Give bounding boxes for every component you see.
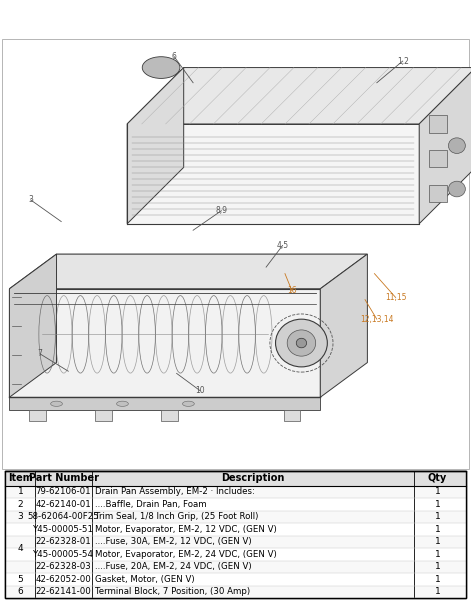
Bar: [5, 573, 466, 586]
Text: ....Baffle, Drain Pan, Foam: ....Baffle, Drain Pan, Foam: [95, 500, 206, 509]
Text: 58-62064-00F25: 58-62064-00F25: [28, 512, 99, 521]
Polygon shape: [9, 254, 367, 289]
Ellipse shape: [51, 401, 62, 406]
Circle shape: [448, 138, 465, 154]
Text: Part Number: Part Number: [29, 473, 98, 483]
Text: ....Fuse, 30A, EM-2, 12 VDC, (GEN V): ....Fuse, 30A, EM-2, 12 VDC, (GEN V): [95, 537, 252, 546]
Text: 2: 2: [18, 500, 23, 509]
Bar: [5, 536, 466, 548]
Text: Description: Description: [221, 473, 285, 483]
Text: Trim Seal, 1/8 Inch Grip, (25 Foot Roll): Trim Seal, 1/8 Inch Grip, (25 Foot Roll): [95, 512, 258, 521]
Text: 1: 1: [435, 587, 440, 596]
Text: 11,15: 11,15: [385, 293, 406, 302]
Ellipse shape: [142, 57, 180, 79]
Text: 1,2: 1,2: [397, 56, 409, 65]
Text: 1: 1: [435, 525, 440, 534]
Text: 7: 7: [38, 349, 42, 358]
Bar: [5, 548, 466, 560]
Text: 1: 1: [435, 562, 440, 571]
Text: 12,13,14: 12,13,14: [360, 314, 394, 323]
Text: Gasket, Motor, (GEN V): Gasket, Motor, (GEN V): [95, 575, 195, 584]
Ellipse shape: [183, 401, 194, 406]
Bar: [5, 523, 466, 536]
Text: Y45-00005-51: Y45-00005-51: [33, 525, 94, 534]
Polygon shape: [127, 124, 419, 224]
Text: 6: 6: [172, 52, 177, 61]
Text: Terminal Block, 7 Position, (30 Amp): Terminal Block, 7 Position, (30 Amp): [95, 587, 250, 596]
Circle shape: [276, 319, 327, 367]
Bar: [5, 586, 466, 598]
Text: 10: 10: [195, 386, 205, 395]
Polygon shape: [127, 68, 184, 224]
Text: 42-62052-00: 42-62052-00: [36, 575, 91, 584]
Text: 3: 3: [17, 512, 24, 521]
Text: 1: 1: [435, 512, 440, 521]
Text: 5: 5: [17, 575, 24, 584]
Bar: [284, 410, 300, 421]
Bar: [5, 560, 466, 573]
Text: 16: 16: [287, 286, 297, 295]
Polygon shape: [320, 254, 367, 397]
Bar: [429, 185, 447, 202]
Text: 22-62141-00: 22-62141-00: [36, 587, 91, 596]
Text: Motor, Evaporator, EM-2, 12 VDC, (GEN V): Motor, Evaporator, EM-2, 12 VDC, (GEN V): [95, 525, 276, 534]
Polygon shape: [419, 68, 471, 224]
Polygon shape: [9, 254, 57, 397]
Text: 8,9: 8,9: [215, 206, 227, 215]
Text: Qty: Qty: [428, 473, 447, 483]
Text: EVAPORATOR, EM-2,GEN V (Common Parts) OPTION 1: EVAPORATOR, EM-2,GEN V (Common Parts) OP…: [40, 14, 353, 23]
Circle shape: [296, 338, 307, 348]
Polygon shape: [9, 289, 320, 397]
Text: 1: 1: [435, 500, 440, 509]
Circle shape: [448, 181, 465, 197]
Text: Y45-00005-54: Y45-00005-54: [33, 550, 94, 559]
Ellipse shape: [117, 401, 128, 406]
Bar: [429, 115, 447, 133]
Text: 1: 1: [17, 487, 24, 496]
Bar: [5, 470, 466, 485]
Bar: [29, 410, 46, 421]
Text: 1: 1: [435, 487, 440, 496]
Bar: [5, 511, 466, 523]
Bar: [95, 410, 112, 421]
Text: 4: 4: [18, 544, 23, 553]
Text: Motor, Evaporator, EM-2, 24 VDC, (GEN V): Motor, Evaporator, EM-2, 24 VDC, (GEN V): [95, 550, 276, 559]
Text: 6: 6: [17, 587, 24, 596]
Text: 1: 1: [435, 537, 440, 546]
Text: 3: 3: [28, 196, 33, 205]
Text: 42-62140-01: 42-62140-01: [36, 500, 91, 509]
Text: Drain Pan Assembly, EM-2 · Includes:: Drain Pan Assembly, EM-2 · Includes:: [95, 487, 254, 496]
Polygon shape: [127, 68, 471, 124]
Text: 1.2.3: 1.2.3: [6, 14, 37, 23]
Text: Item: Item: [8, 473, 33, 483]
Text: 22-62328-01: 22-62328-01: [36, 537, 91, 546]
Bar: [161, 410, 178, 421]
Text: 79-62106-01: 79-62106-01: [36, 487, 91, 496]
Text: 4,5: 4,5: [276, 241, 289, 250]
Bar: [429, 150, 447, 167]
Bar: [5, 485, 466, 498]
Text: 22-62328-03: 22-62328-03: [36, 562, 91, 571]
Polygon shape: [9, 397, 320, 410]
Circle shape: [287, 330, 316, 356]
Text: 1: 1: [435, 550, 440, 559]
Text: ....Fuse, 20A, EM-2, 24 VDC, (GEN V): ....Fuse, 20A, EM-2, 24 VDC, (GEN V): [95, 562, 252, 571]
Text: 1: 1: [435, 575, 440, 584]
Bar: [5, 498, 466, 511]
